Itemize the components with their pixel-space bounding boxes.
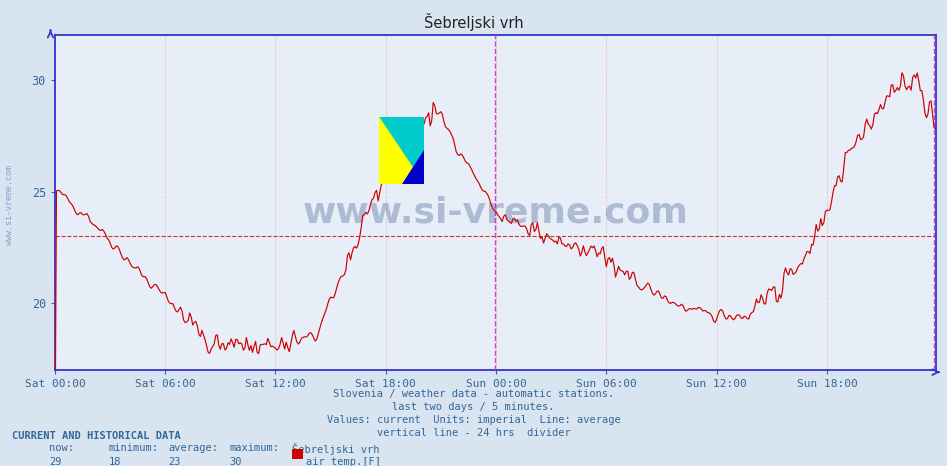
Text: average:: average:: [169, 443, 219, 452]
Text: 30: 30: [229, 457, 241, 466]
Text: 29: 29: [49, 457, 62, 466]
Text: Slovenia / weather data - automatic stations.: Slovenia / weather data - automatic stat…: [333, 389, 614, 399]
Polygon shape: [402, 151, 424, 184]
Polygon shape: [379, 116, 424, 184]
Text: Values: current  Units: imperial  Line: average: Values: current Units: imperial Line: av…: [327, 415, 620, 425]
Text: vertical line - 24 hrs  divider: vertical line - 24 hrs divider: [377, 428, 570, 438]
Text: 23: 23: [169, 457, 181, 466]
Text: CURRENT AND HISTORICAL DATA: CURRENT AND HISTORICAL DATA: [12, 431, 181, 441]
Text: 18: 18: [109, 457, 121, 466]
Text: maximum:: maximum:: [229, 443, 279, 452]
Text: www.si-vreme.com: www.si-vreme.com: [302, 196, 688, 230]
Text: now:: now:: [49, 443, 74, 452]
Text: www.si-vreme.com: www.si-vreme.com: [5, 165, 14, 245]
Text: minimum:: minimum:: [109, 443, 159, 452]
Text: air temp.[F]: air temp.[F]: [306, 457, 381, 466]
Text: Šebreljski vrh: Šebreljski vrh: [292, 443, 379, 455]
Text: last two days / 5 minutes.: last two days / 5 minutes.: [392, 402, 555, 412]
Text: Šebreljski vrh: Šebreljski vrh: [423, 13, 524, 31]
